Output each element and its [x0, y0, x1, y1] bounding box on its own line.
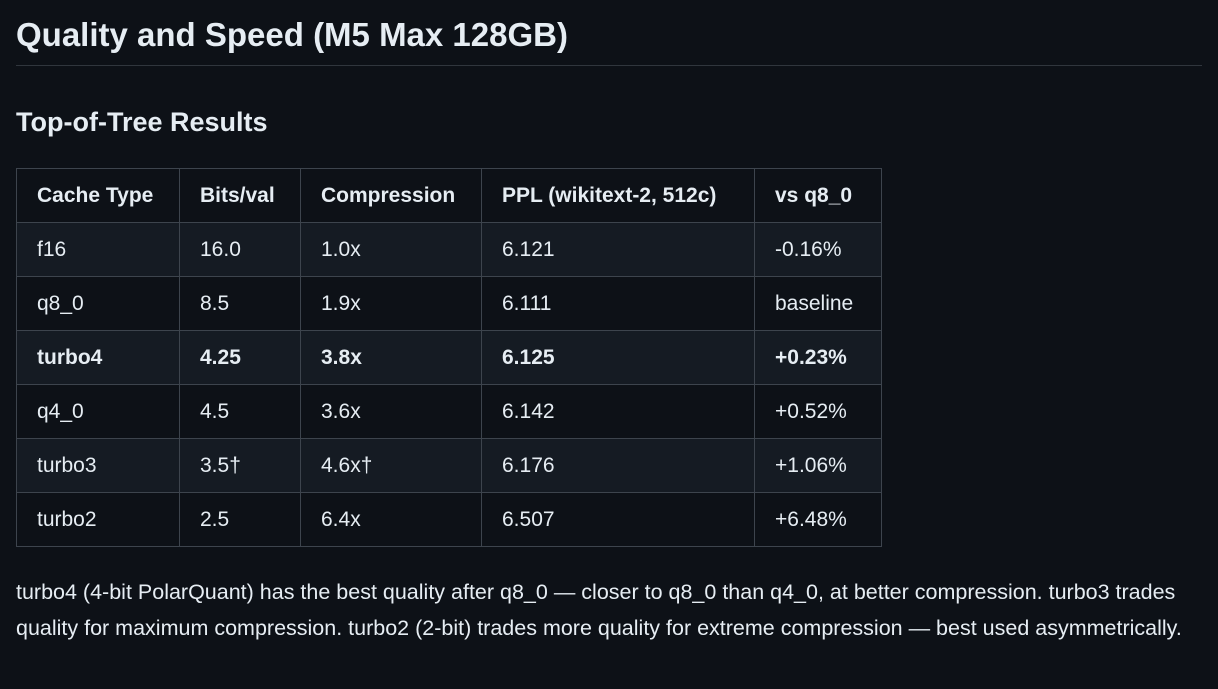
cell-bits: 3.5†: [179, 438, 301, 493]
table-row: f16 16.0 1.0x 6.121 -0.16%: [16, 222, 882, 277]
cell-cache-type: turbo4: [16, 330, 180, 385]
table-header-row: Cache Type Bits/val Compression PPL (wik…: [16, 168, 882, 223]
cell-compression: 1.0x: [300, 222, 482, 277]
column-header-bits-per-val: Bits/val: [179, 168, 301, 223]
cell-bits: 4.5: [179, 384, 301, 439]
cell-vs-q8: +0.23%: [754, 330, 882, 385]
cell-vs-q8: +6.48%: [754, 492, 882, 547]
cell-bits: 2.5: [179, 492, 301, 547]
table-row: turbo2 2.5 6.4x 6.507 +6.48%: [16, 492, 882, 547]
cell-ppl: 6.121: [481, 222, 755, 277]
cell-compression: 3.8x: [300, 330, 482, 385]
cell-cache-type: q4_0: [16, 384, 180, 439]
cell-vs-q8: -0.16%: [754, 222, 882, 277]
cell-bits: 4.25: [179, 330, 301, 385]
section-heading: Quality and Speed (M5 Max 128GB): [16, 0, 1202, 66]
table-row: turbo4 4.25 3.8x 6.125 +0.23%: [16, 330, 882, 385]
table-row: turbo3 3.5† 4.6x† 6.176 +1.06%: [16, 438, 882, 493]
column-header-cache-type: Cache Type: [16, 168, 180, 223]
table-row: q8_0 8.5 1.9x 6.111 baseline: [16, 276, 882, 331]
cell-ppl: 6.176: [481, 438, 755, 493]
column-header-vs-q8: vs q8_0: [754, 168, 882, 223]
cell-bits: 8.5: [179, 276, 301, 331]
cell-cache-type: turbo3: [16, 438, 180, 493]
column-header-compression: Compression: [300, 168, 482, 223]
summary-paragraph: turbo4 (4-bit PolarQuant) has the best q…: [16, 580, 1182, 640]
cell-cache-type: f16: [16, 222, 180, 277]
cell-vs-q8: baseline: [754, 276, 882, 331]
cell-ppl: 6.507: [481, 492, 755, 547]
cell-ppl: 6.111: [481, 276, 755, 331]
cell-ppl: 6.142: [481, 384, 755, 439]
table-row: q4_0 4.5 3.6x 6.142 +0.52%: [16, 384, 882, 439]
cell-compression: 6.4x: [300, 492, 482, 547]
cell-compression: 1.9x: [300, 276, 482, 331]
cell-compression: 3.6x: [300, 384, 482, 439]
cell-cache-type: q8_0: [16, 276, 180, 331]
results-table: Cache Type Bits/val Compression PPL (wik…: [16, 168, 882, 547]
cell-bits: 16.0: [179, 222, 301, 277]
subsection-heading: Top-of-Tree Results: [16, 107, 268, 137]
column-header-ppl: PPL (wikitext-2, 512c): [481, 168, 755, 223]
cell-cache-type: turbo2: [16, 492, 180, 547]
cell-compression: 4.6x†: [300, 438, 482, 493]
cell-vs-q8: +1.06%: [754, 438, 882, 493]
cell-vs-q8: +0.52%: [754, 384, 882, 439]
cell-ppl: 6.125: [481, 330, 755, 385]
